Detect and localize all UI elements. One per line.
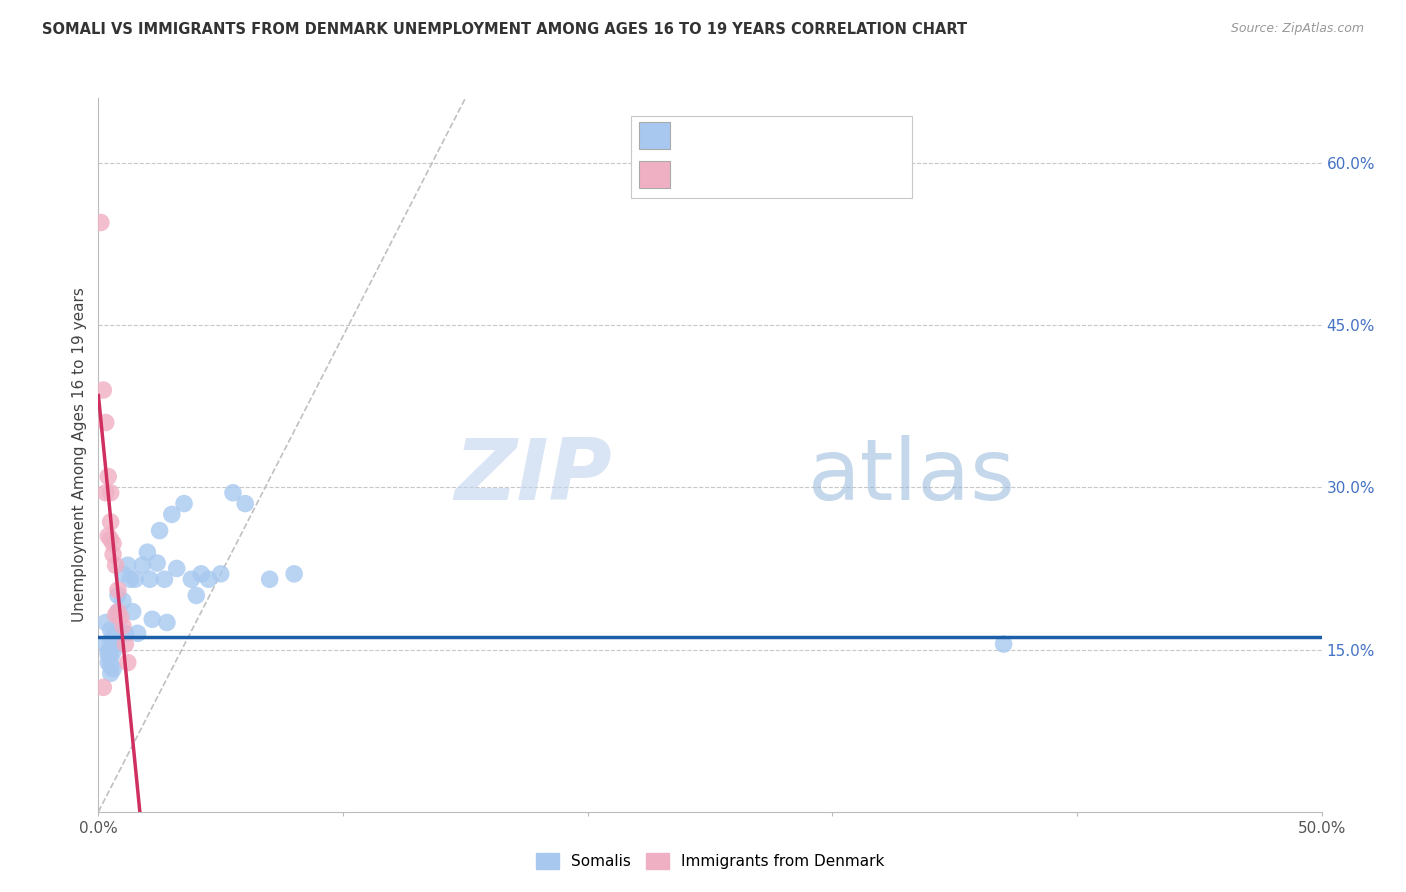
Point (222, 485, 245, 500)
Point (127, 626, 149, 640)
Point (117, 656, 139, 670)
Point (97, 529, 120, 543)
Point (197, 572, 219, 586)
Point (100, 666, 122, 681)
Point (111, 566, 134, 581)
Point (104, 637, 127, 651)
Point (111, 619, 134, 633)
Point (100, 651, 122, 665)
Point (110, 626, 132, 640)
Text: R = 0.007   N = 48: R = 0.007 N = 48 (678, 129, 823, 144)
Point (100, 633, 122, 648)
Point (94, 416, 117, 430)
Point (101, 548, 124, 562)
Point (100, 658, 122, 673)
Point (100, 515, 122, 529)
Point (141, 612, 163, 626)
Point (114, 626, 136, 640)
Text: SOMALI VS IMMIGRANTS FROM DENMARK UNEMPLOYMENT AMONG AGES 16 TO 19 YEARS CORRELA: SOMALI VS IMMIGRANTS FROM DENMARK UNEMPL… (42, 22, 967, 37)
Point (283, 566, 305, 581)
Point (107, 605, 129, 619)
Point (190, 566, 212, 581)
Point (100, 623, 122, 637)
Y-axis label: Unemployment Among Ages 16 to 19 years: Unemployment Among Ages 16 to 19 years (72, 287, 87, 623)
Point (94, 637, 117, 651)
Point (121, 605, 143, 619)
Point (209, 566, 232, 581)
Point (100, 533, 122, 547)
Point (149, 524, 172, 538)
Point (104, 626, 127, 640)
Point (111, 594, 134, 608)
Point (173, 497, 195, 511)
Point (114, 637, 136, 651)
Point (97, 648, 120, 662)
Text: Source: ZipAtlas.com: Source: ZipAtlas.com (1230, 22, 1364, 36)
Point (124, 572, 146, 586)
Point (91, 681, 114, 695)
Point (117, 558, 139, 573)
Point (993, 637, 1015, 651)
Point (97, 645, 120, 659)
Point (180, 572, 202, 586)
Point (100, 485, 122, 500)
Text: atlas: atlas (808, 434, 1017, 518)
Point (94, 485, 117, 500)
Text: ZIP: ZIP (454, 434, 612, 518)
Text: R = 0.463   N = 20: R = 0.463 N = 20 (678, 169, 823, 184)
Point (94, 615, 117, 630)
Point (101, 628, 124, 642)
Point (101, 662, 124, 676)
Point (166, 561, 188, 575)
Point (97, 656, 120, 670)
Point (107, 605, 129, 619)
Point (153, 572, 176, 586)
Point (100, 642, 122, 657)
Point (90, 215, 112, 229)
Point (104, 558, 127, 573)
Point (156, 615, 179, 630)
Point (91, 383, 114, 397)
Point (136, 545, 159, 559)
Point (104, 607, 127, 622)
Point (233, 497, 256, 511)
Point (110, 610, 132, 624)
Point (101, 645, 124, 659)
Point (139, 572, 162, 586)
Point (120, 572, 142, 586)
Legend: Somalis, Immigrants from Denmark: Somalis, Immigrants from Denmark (530, 847, 890, 875)
Point (97, 469, 120, 483)
Point (107, 589, 129, 603)
Point (160, 508, 183, 522)
Point (259, 572, 281, 586)
Point (101, 536, 124, 550)
Point (146, 556, 169, 570)
Point (131, 558, 153, 573)
Point (186, 589, 208, 603)
Point (107, 583, 129, 598)
